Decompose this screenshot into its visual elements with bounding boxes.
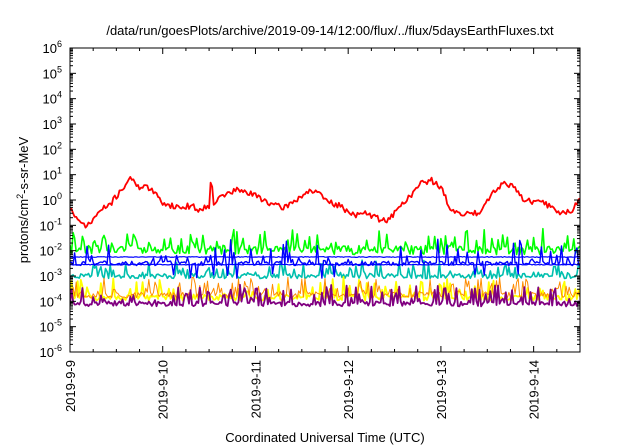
y-tick-base: 10 [40, 244, 54, 259]
y-axis: 10-610-510-410-310-210-11001011021031041… [40, 39, 580, 360]
y-tick-base: 10 [43, 66, 57, 81]
y-tick-exponent: 0 [57, 191, 62, 201]
y-tick-label: 10-2 [40, 242, 62, 259]
plot-frame [69, 47, 581, 353]
y-tick-base: 10 [40, 218, 54, 233]
y-tick-exponent: -6 [54, 343, 62, 353]
series-line-1 [70, 259, 580, 280]
x-tick-label: 2019-9-9 [63, 360, 78, 412]
y-tick-label: 103 [43, 115, 62, 132]
y-tick-base: 10 [40, 320, 54, 335]
y-tick-exponent: 3 [57, 115, 62, 125]
chart-title: /data/run/goesPlots/archive/2019-09-14/1… [106, 23, 554, 38]
y-tick-label: 102 [43, 140, 62, 157]
y-tick-label: 10-3 [40, 267, 62, 284]
y-tick-label: 106 [43, 39, 62, 56]
x-axis-label: Coordinated Universal Time (UTC) [225, 430, 424, 445]
y-axis-label-post: -s-sr-MeV [16, 136, 31, 193]
y-tick-label: 100 [43, 191, 62, 208]
y-tick-label: 10-6 [40, 343, 62, 360]
y-tick-exponent: 6 [57, 39, 62, 49]
y-tick-exponent: 1 [57, 166, 62, 176]
x-tick-label: 2019-9-13 [434, 360, 449, 419]
y-axis-label: protons/cm2-s-sr-MeV [15, 136, 31, 263]
series-line-8 [70, 175, 580, 229]
x-tick-label: 2019-9-14 [527, 360, 542, 419]
y-tick-exponent: -3 [54, 267, 62, 277]
y-tick-exponent: 4 [57, 90, 62, 100]
y-tick-exponent: -2 [54, 242, 62, 252]
y-tick-label: 105 [43, 64, 62, 81]
series-line-4 [70, 283, 580, 308]
data-layer [70, 175, 580, 308]
y-tick-exponent: -1 [54, 216, 62, 226]
y-tick-base: 10 [43, 92, 57, 107]
series-line-6 [70, 256, 580, 258]
y-tick-label: 10-1 [40, 216, 62, 233]
y-tick-label: 101 [43, 166, 62, 183]
y-tick-base: 10 [43, 142, 57, 157]
x-tick-label: 2019-9-10 [156, 360, 171, 419]
y-tick-label: 10-4 [40, 292, 62, 309]
series-line-7 [70, 263, 580, 266]
y-tick-base: 10 [40, 269, 54, 284]
y-tick-exponent: -5 [54, 318, 62, 328]
y-tick-base: 10 [40, 294, 54, 309]
y-tick-exponent: 5 [57, 64, 62, 74]
y-axis-label-pre: protons/cm [16, 199, 31, 263]
y-tick-exponent: -4 [54, 292, 62, 302]
y-tick-base: 10 [43, 168, 57, 183]
x-tick-label: 2019-9-11 [248, 360, 263, 418]
y-tick-exponent: 2 [57, 140, 62, 150]
y-axis-label-sup: 2 [15, 194, 25, 199]
y-tick-label: 10-5 [40, 318, 62, 335]
y-tick-base: 10 [40, 345, 54, 360]
series-line-0 [70, 227, 580, 256]
x-tick-label: 2019-9-12 [341, 360, 356, 419]
y-tick-base: 10 [43, 117, 57, 132]
y-tick-label: 104 [43, 90, 62, 107]
y-tick-base: 10 [43, 41, 57, 56]
y-tick-base: 10 [43, 193, 57, 208]
x-axis: 2019-9-9 2019-9-10 2019-9-11 2019-9-12 2019-… [63, 48, 581, 419]
